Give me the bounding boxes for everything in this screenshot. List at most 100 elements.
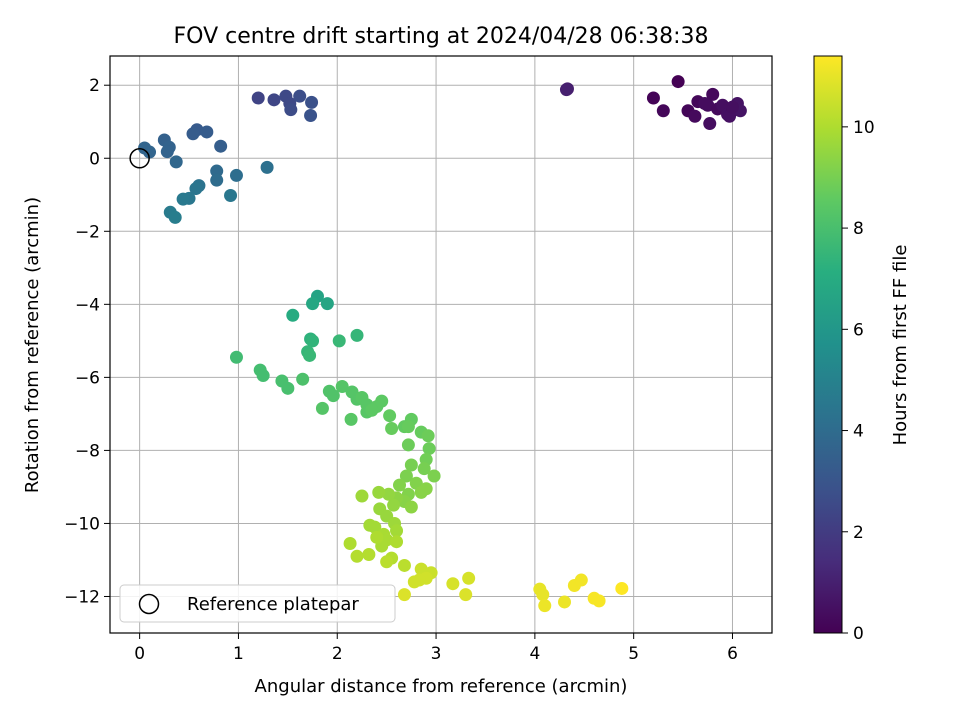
colorbar-tick-label: 0 [853, 624, 864, 644]
data-point [417, 462, 431, 476]
data-point [387, 498, 401, 512]
data-point [326, 389, 340, 403]
data-point [421, 429, 435, 443]
data-point [350, 328, 364, 342]
data-point [427, 469, 441, 483]
data-point [688, 109, 702, 123]
data-point [189, 182, 203, 196]
data-point [186, 127, 200, 141]
y-tick-label: 2 [89, 76, 100, 96]
colorbar-tick-label: 2 [853, 523, 864, 543]
x-axis-label: Angular distance from reference (arcmin) [255, 676, 628, 697]
x-tick-label: 2 [332, 644, 343, 664]
data-point [224, 189, 238, 203]
data-point [671, 75, 685, 89]
y-axis-ticks: 2 0 −2 −4 −6 −8 −10 −12 [64, 76, 110, 607]
data-point [390, 524, 404, 538]
colorbar-tick-label: 8 [853, 219, 864, 239]
data-point [293, 89, 307, 103]
data-point [229, 350, 243, 364]
data-point [256, 369, 270, 383]
legend-marker-icon [138, 593, 160, 615]
data-point [397, 558, 411, 572]
data-point [383, 409, 397, 423]
data-point [210, 173, 224, 187]
reference-marker [129, 148, 150, 169]
data-point [407, 575, 421, 589]
data-point [350, 549, 364, 563]
reference-point [129, 148, 150, 169]
data-point [646, 91, 660, 105]
colorbar-tick-label: 4 [853, 422, 864, 442]
data-point [703, 117, 717, 131]
data-point [385, 421, 399, 435]
data-point [380, 555, 394, 569]
x-tick-label: 0 [134, 644, 145, 664]
x-tick-label: 6 [727, 644, 738, 664]
data-point [200, 125, 214, 139]
data-point [306, 297, 320, 311]
data-point [169, 155, 183, 169]
chart-title: FOV centre drift starting at 2024/04/28 … [174, 24, 709, 49]
plot-frame [109, 55, 773, 634]
data-point [558, 595, 572, 609]
data-point [355, 489, 369, 503]
colorbar-ticks: 0 2 4 6 8 10 [842, 118, 875, 644]
data-point [559, 83, 573, 97]
y-axis-label: Rotation from reference (arcmin) [22, 197, 43, 493]
data-point [332, 334, 346, 348]
data-point [176, 192, 190, 206]
legend: Reference platepar [119, 584, 396, 623]
data-point [304, 109, 318, 123]
data-point [422, 442, 436, 456]
data-point [284, 103, 298, 117]
data-point [414, 485, 428, 499]
data-point [303, 348, 317, 362]
data-point [229, 168, 243, 182]
y-tick-label: −2 [75, 222, 100, 242]
data-point [160, 145, 174, 159]
data-point [390, 535, 404, 549]
data-point [404, 458, 418, 472]
colorbar-gradient [813, 55, 843, 634]
data-point [401, 420, 415, 434]
data-point [592, 594, 606, 608]
data-point [368, 520, 382, 534]
data-point [210, 164, 224, 178]
data-points [138, 75, 747, 613]
data-point [401, 438, 415, 452]
data-point [320, 297, 334, 311]
data-point [725, 100, 739, 114]
data-point [168, 210, 182, 224]
data-point [536, 588, 550, 602]
data-point [365, 403, 379, 417]
data-point [706, 87, 720, 101]
data-point [446, 577, 460, 591]
data-point [306, 334, 320, 348]
data-point [399, 469, 413, 483]
data-point [315, 401, 329, 415]
data-point [344, 412, 358, 426]
data-point [267, 93, 281, 107]
x-tick-label: 4 [529, 644, 540, 664]
data-point [370, 530, 384, 544]
y-tick-label: −10 [64, 514, 100, 534]
data-point [251, 91, 265, 105]
data-point [286, 308, 300, 322]
data-point [656, 104, 670, 118]
data-point [335, 379, 349, 393]
colorbar: 0 2 4 6 8 10 Hours from first FF file [813, 55, 911, 644]
data-point [214, 139, 228, 153]
y-tick-label: −8 [75, 441, 100, 461]
data-point [404, 500, 418, 514]
y-tick-label: −4 [75, 295, 100, 315]
data-point [362, 547, 376, 561]
data-point [343, 537, 357, 551]
y-tick-label: −12 [64, 587, 100, 607]
data-point [281, 381, 295, 395]
x-tick-label: 5 [628, 644, 639, 664]
colorbar-tick-label: 10 [853, 118, 875, 138]
y-tick-label: 0 [89, 149, 100, 169]
y-tick-label: −6 [75, 368, 100, 388]
